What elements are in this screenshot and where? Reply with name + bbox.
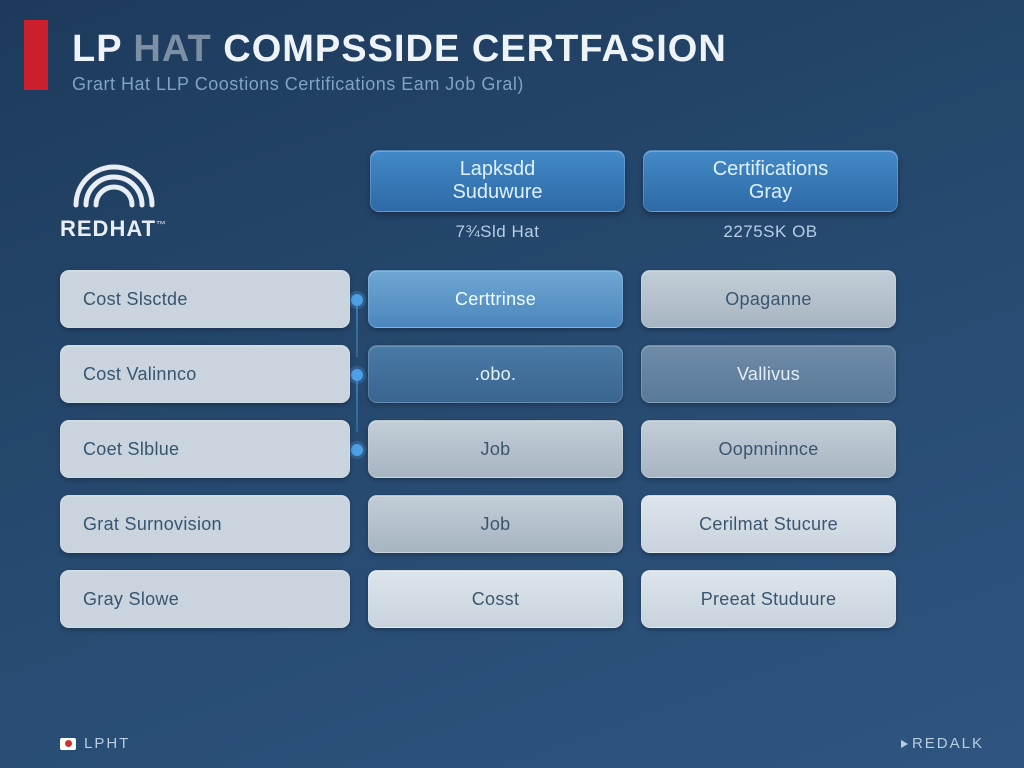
table-row: Cost Slsctde Certtrinse Opaganne — [60, 270, 896, 328]
row-mid-cell: Job — [368, 495, 623, 553]
title-leading: LP — [72, 28, 122, 70]
column-header-left-line1: Lapksdd — [460, 158, 536, 181]
column-sub-left: 7¾Sld Hat — [370, 222, 625, 242]
flag-icon — [60, 738, 76, 750]
row-right-cell: Vallivus — [641, 345, 896, 403]
page-subtitle: Grart Hat LLP Coostions Certifications E… — [72, 74, 984, 95]
footer-right-label: REDALK — [912, 735, 984, 752]
column-subheader-row: 7¾Sld Hat 2275SK OB — [370, 222, 898, 242]
arrow-icon — [901, 740, 908, 748]
row-mid-cell: .obo. — [368, 345, 623, 403]
column-header-left: Lapksdd Suduwure — [370, 150, 625, 212]
row-label: Gray Slowe — [60, 570, 350, 628]
row-label: Coet Slblue — [60, 420, 350, 478]
row-label: Cost Slsctde — [60, 270, 350, 328]
column-sub-right: 2275SK OB — [643, 222, 898, 242]
row-mid-cell: Certtrinse — [368, 270, 623, 328]
row-mid-cell: Job — [368, 420, 623, 478]
title-trailing: COMPSSIDE CERTFASION — [212, 28, 727, 70]
brand-logo: REDHAT™ — [60, 155, 167, 242]
row-label: Grat Surnovision — [60, 495, 350, 553]
comparison-table: Cost Slsctde Certtrinse Opaganne Cost Valin… — [60, 270, 896, 645]
row-right-cell: Opaganne — [641, 270, 896, 328]
logo-tm: ™ — [156, 220, 167, 231]
footer-left: LPHT — [60, 735, 130, 752]
table-row: Gray Slowe Cosst Preeat Studuure — [60, 570, 896, 628]
row-mid-cell: Cosst — [368, 570, 623, 628]
row-right-cell: Preeat Studuure — [641, 570, 896, 628]
footer-left-label: LPHT — [84, 735, 130, 752]
row-right-cell: Oopnninnce — [641, 420, 896, 478]
footer-right: REDALK — [901, 735, 984, 752]
column-header-right-line1: Certifications — [713, 158, 829, 181]
page-title: LP HAT COMPSSIDE CERTFASION Grart Hat LL… — [72, 28, 984, 95]
table-row: Coet Slblue Job Oopnninnce — [60, 420, 896, 478]
column-header-right: Certifications Gray — [643, 150, 898, 212]
row-right-cell: Cerilmat Stucure — [641, 495, 896, 553]
table-row: Grat Surnovision Job Cerilmat Stucure — [60, 495, 896, 553]
column-header-right-line2: Gray — [749, 181, 792, 204]
brand-red-block — [24, 20, 48, 90]
rainbow-icon — [64, 155, 164, 210]
table-row: Cost Valinnco .obo. Vallivus — [60, 345, 896, 403]
footer: LPHT REDALK — [60, 735, 984, 752]
logo-label: REDHAT — [60, 216, 156, 241]
title-faded: HAT — [122, 28, 212, 70]
column-header-row: Lapksdd Suduwure Certifications Gray — [370, 150, 898, 212]
row-label: Cost Valinnco — [60, 345, 350, 403]
column-header-left-line2: Suduwure — [452, 181, 542, 204]
